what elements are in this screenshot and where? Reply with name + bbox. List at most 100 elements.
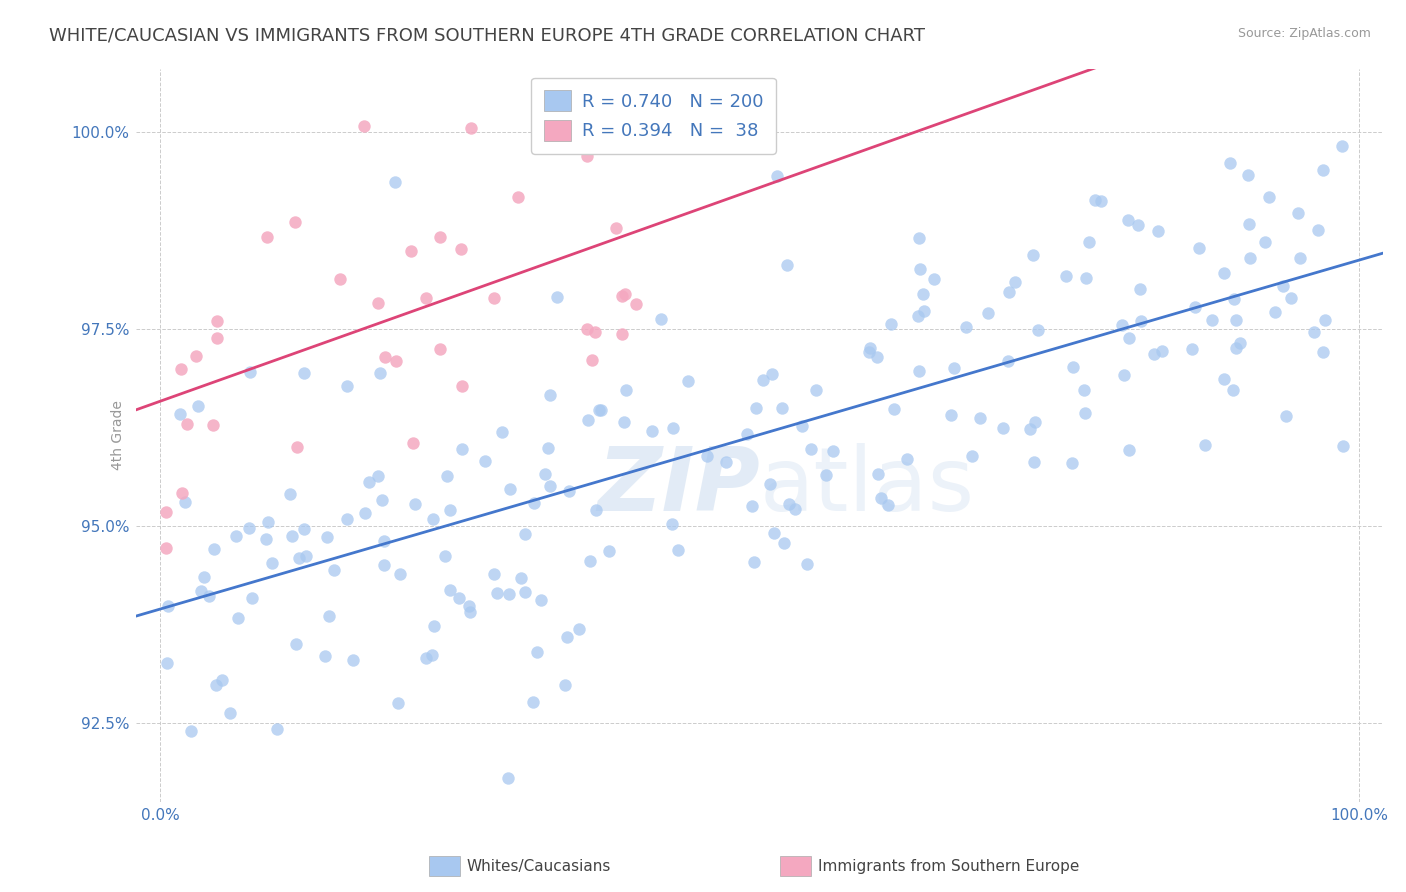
Point	[314, 649, 336, 664]
Point	[907, 310, 929, 324]
Point	[509, 571, 531, 585]
Point	[1194, 438, 1216, 452]
Point	[1022, 455, 1045, 469]
Point	[565, 101, 588, 115]
Point	[491, 425, 513, 439]
Point	[439, 503, 461, 517]
Point	[896, 452, 918, 467]
Point	[1054, 268, 1077, 283]
Point	[1219, 156, 1241, 170]
Point	[434, 549, 457, 563]
Point	[422, 512, 444, 526]
Point	[1111, 318, 1133, 333]
Point	[450, 242, 472, 256]
Point	[977, 306, 1000, 320]
Point	[451, 379, 474, 393]
Text: ZIP: ZIP	[596, 442, 759, 530]
Point	[205, 331, 228, 345]
Point	[666, 543, 689, 558]
Point	[922, 272, 945, 286]
Point	[515, 584, 537, 599]
Point	[1129, 281, 1152, 295]
Point	[1090, 194, 1112, 208]
Point	[908, 231, 931, 245]
Point	[641, 424, 664, 438]
Point	[912, 287, 935, 301]
Point	[342, 653, 364, 667]
Point	[1129, 314, 1152, 328]
Point	[1126, 218, 1149, 232]
Point	[260, 556, 283, 570]
Point	[316, 530, 339, 544]
Point	[318, 608, 340, 623]
Point	[1257, 189, 1279, 203]
Point	[278, 486, 301, 500]
Point	[193, 570, 215, 584]
Point	[1026, 323, 1049, 337]
Point	[285, 440, 308, 454]
Point	[741, 499, 763, 513]
Point	[1222, 383, 1244, 397]
Point	[1237, 168, 1260, 182]
Point	[526, 645, 548, 659]
Point	[522, 695, 544, 709]
Point	[329, 272, 352, 286]
Point	[1330, 139, 1353, 153]
Point	[859, 342, 882, 356]
Point	[205, 314, 228, 328]
Point	[583, 325, 606, 339]
Point	[322, 563, 344, 577]
Point	[1062, 456, 1084, 470]
Point	[1331, 438, 1354, 452]
Point	[752, 373, 775, 387]
Point	[485, 586, 508, 600]
Point	[374, 350, 396, 364]
Point	[439, 582, 461, 597]
Point	[387, 696, 409, 710]
Point	[792, 419, 814, 434]
Point	[353, 506, 375, 520]
Point	[941, 408, 963, 422]
Point	[765, 169, 787, 184]
Point	[202, 541, 225, 556]
Point	[610, 289, 633, 303]
Point	[1147, 223, 1170, 237]
Point	[205, 678, 228, 692]
Point	[198, 589, 221, 603]
Point	[482, 566, 505, 581]
Point	[1306, 223, 1329, 237]
Point	[242, 591, 264, 605]
Point	[336, 379, 359, 393]
Point	[1239, 252, 1261, 266]
Text: Immigrants from Southern Europe: Immigrants from Southern Europe	[818, 859, 1080, 873]
Point	[735, 426, 758, 441]
Point	[420, 648, 443, 662]
Point	[588, 403, 610, 417]
Point	[254, 532, 277, 546]
Point	[447, 591, 470, 606]
Point	[1019, 422, 1042, 436]
Point	[605, 221, 627, 235]
Point	[170, 485, 193, 500]
Point	[804, 384, 827, 398]
Text: WHITE/CAUCASIAN VS IMMIGRANTS FROM SOUTHERN EUROPE 4TH GRADE CORRELATION CHART: WHITE/CAUCASIAN VS IMMIGRANTS FROM SOUTH…	[49, 27, 925, 45]
Point	[1254, 235, 1277, 249]
Point	[1313, 313, 1336, 327]
Point	[908, 261, 931, 276]
Point	[1279, 291, 1302, 305]
Point	[295, 549, 318, 563]
Point	[155, 505, 177, 519]
Text: atlas: atlas	[759, 442, 974, 530]
Point	[1312, 344, 1334, 359]
Point	[1225, 312, 1247, 326]
Point	[257, 516, 280, 530]
Point	[1303, 326, 1326, 340]
Point	[883, 401, 905, 416]
Point	[474, 453, 496, 467]
Point	[585, 502, 607, 516]
Point	[238, 521, 260, 535]
Point	[614, 287, 637, 301]
Point	[423, 619, 446, 633]
Point	[866, 467, 889, 481]
Point	[385, 354, 408, 368]
